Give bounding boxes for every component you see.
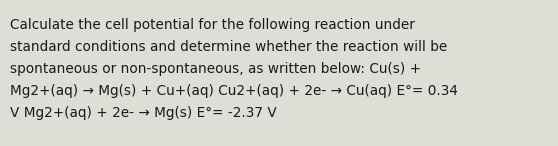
Text: Calculate the cell potential for the following reaction under: Calculate the cell potential for the fol… xyxy=(10,18,415,32)
Text: V Mg2+(aq) + 2e- → Mg(s) E°= -2.37 V: V Mg2+(aq) + 2e- → Mg(s) E°= -2.37 V xyxy=(10,106,277,120)
Text: spontaneous or non-spontaneous, as written below: Cu(s) +: spontaneous or non-spontaneous, as writt… xyxy=(10,62,421,76)
Text: Mg2+(aq) → Mg(s) + Cu+(aq) Cu2+(aq) + 2e- → Cu(aq) E°= 0.34: Mg2+(aq) → Mg(s) + Cu+(aq) Cu2+(aq) + 2e… xyxy=(10,84,458,98)
Text: standard conditions and determine whether the reaction will be: standard conditions and determine whethe… xyxy=(10,40,448,54)
